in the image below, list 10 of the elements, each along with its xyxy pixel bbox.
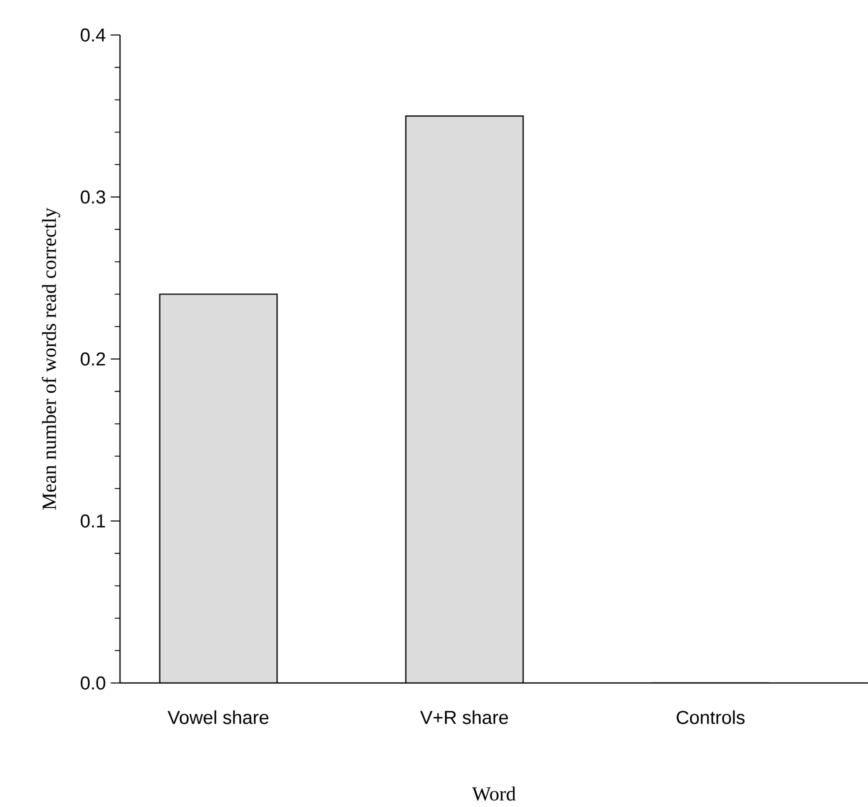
x-tick-label: Vowel share <box>168 710 268 724</box>
x-tick-label: Controls <box>676 710 745 724</box>
y-tick-label: 0.3 <box>80 190 106 204</box>
y-axis-title: Mean number of words read correctly <box>42 208 60 510</box>
x-tick-label: V+R share <box>420 710 508 724</box>
x-axis-title: Word <box>472 786 516 801</box>
y-tick-label: 0.2 <box>80 352 106 366</box>
y-tick-label: 0.4 <box>80 28 106 42</box>
y-tick-label: 0.0 <box>80 676 106 690</box>
y-tick-label: 0.1 <box>80 514 106 528</box>
